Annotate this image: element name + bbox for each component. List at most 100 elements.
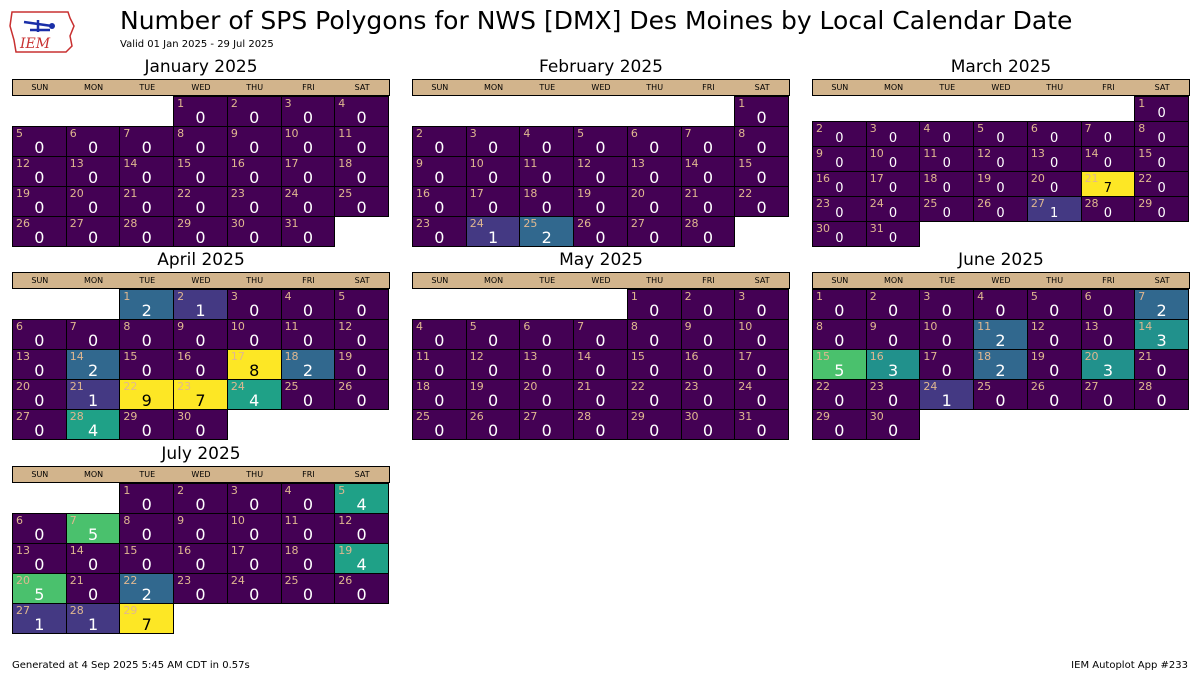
day-value: 0: [541, 138, 552, 157]
day-value: 0: [487, 168, 499, 187]
day-cell: 18 0: [919, 171, 975, 197]
day-value: 3: [887, 361, 899, 380]
weekday-label: FRI: [302, 470, 315, 479]
day-number: 30: [177, 410, 192, 423]
day-value: 0: [942, 181, 951, 196]
weekday-label: THU: [246, 276, 264, 285]
day-value: 0: [995, 301, 1006, 320]
day-number: 27: [16, 604, 30, 617]
day-value: 0: [487, 361, 499, 380]
day-cell: 26 0: [573, 216, 628, 247]
day-value: 0: [34, 525, 45, 544]
day-number: 22: [123, 574, 138, 587]
day-number: 27: [523, 410, 538, 423]
day-number: 8: [816, 320, 823, 333]
day-value: 0: [356, 391, 367, 410]
day-cell: 12 0: [573, 156, 628, 187]
day-value: 0: [887, 301, 899, 320]
day-number: 21: [684, 187, 699, 200]
day-number: 18: [338, 157, 353, 170]
day-number: 13: [69, 157, 84, 170]
day-cell: 27 0: [519, 409, 575, 440]
day-number: 14: [577, 350, 592, 363]
day-number: 13: [630, 157, 645, 170]
day-cell: 22 0: [812, 379, 867, 410]
day-value: 0: [141, 525, 152, 544]
day-value: 0: [649, 301, 660, 320]
day-value: 0: [541, 331, 552, 350]
day-cell: 16 0: [412, 186, 467, 217]
day-cell: 31 0: [734, 409, 789, 440]
day-value: 0: [595, 138, 606, 157]
day-value: 0: [595, 361, 606, 380]
day-number: 23: [684, 380, 699, 393]
day-value: 0: [995, 391, 1006, 410]
day-cell: 22 9: [119, 379, 175, 410]
day-value: 0: [141, 198, 152, 217]
day-number: 20: [16, 380, 30, 393]
day-number: 6: [16, 514, 23, 527]
day-value: 0: [356, 361, 367, 380]
month-title: January 2025: [144, 57, 258, 77]
day-number: 27: [630, 217, 645, 230]
day-cell: 22 0: [1134, 171, 1189, 197]
day-cell: 20 0: [1026, 171, 1082, 197]
day-number: 29: [177, 217, 192, 230]
day-cell: 26 0: [973, 196, 1028, 222]
day-cell: 12 0: [334, 319, 389, 350]
day-cell: 17 0: [280, 156, 336, 187]
month-title: February 2025: [539, 57, 663, 77]
day-number: 24: [469, 217, 484, 230]
day-value: 0: [702, 421, 713, 440]
weekday-label: FRI: [702, 83, 715, 92]
day-value: 0: [434, 391, 445, 410]
day-number: 9: [816, 147, 823, 160]
day-cell: 18 0: [412, 379, 467, 410]
day-cell: 21 0: [573, 379, 628, 410]
day-value: 0: [87, 555, 99, 574]
day-value: 0: [835, 156, 844, 171]
weekday-header: SUN MON TUE WED THU FRI SAT: [412, 272, 790, 289]
day-value: 0: [835, 131, 844, 146]
day-cell: 17 0: [465, 186, 521, 217]
day-value: 0: [756, 391, 767, 410]
day-cell: 24 4: [226, 379, 282, 410]
day-value: 0: [834, 301, 845, 320]
day-number: 28: [123, 217, 138, 230]
day-cell: 23 0: [865, 379, 921, 410]
weekday-label: MON: [883, 83, 904, 92]
day-number: 28: [69, 410, 84, 423]
day-cell: 30 0: [226, 216, 282, 247]
day-number: 4: [338, 97, 346, 110]
day-number: 9: [230, 127, 238, 140]
day-cell: 28 0: [1134, 379, 1189, 410]
day-value: 0: [141, 168, 152, 187]
day-value: 0: [1157, 106, 1166, 121]
day-value: 0: [595, 421, 606, 440]
day-value: 0: [141, 421, 152, 440]
day-value: 0: [834, 331, 845, 350]
day-value: 0: [249, 198, 260, 217]
day-cell: 16 0: [680, 349, 736, 380]
weekday-label: WED: [191, 276, 211, 285]
day-number: 8: [630, 320, 638, 333]
weekday-label: THU: [246, 83, 264, 92]
day-value: 1: [487, 228, 499, 247]
day-number: 21: [1138, 350, 1153, 363]
day-cell: 24 0: [734, 379, 789, 410]
day-number: 22: [630, 380, 645, 393]
day-cell: 23 7: [173, 379, 228, 410]
